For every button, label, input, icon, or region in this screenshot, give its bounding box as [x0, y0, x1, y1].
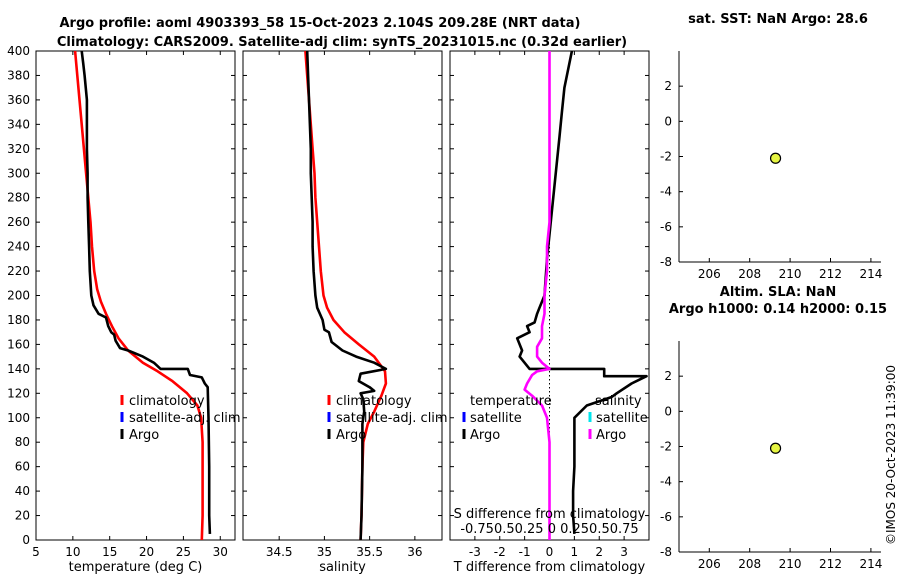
- salinity-frame: [242, 50, 443, 541]
- temperature-frame: [35, 50, 236, 541]
- temperature-ytick-label: 120: [7, 386, 30, 400]
- temperature-ytick-label: 0: [22, 533, 30, 547]
- sst-title: sat. SST: NaN Argo: 28.6: [688, 12, 868, 27]
- difference-series-t-argo: [515, 50, 648, 534]
- temperature-ytick-label: 160: [7, 337, 30, 351]
- temperature-ytick-label: 40: [15, 484, 30, 498]
- difference-xlabel: T difference from climatology: [453, 560, 646, 575]
- title-line-2: Climatology: CARS2009. Satellite-adj cli…: [57, 35, 627, 50]
- sst-ytick-label: -8: [660, 255, 672, 269]
- sla-xtick-label: 210: [779, 557, 802, 571]
- temperature-xtick-label: 10: [65, 545, 80, 559]
- difference-legend-title-salinity: salinity: [595, 394, 642, 409]
- salinity-xtick-label: 34.5: [266, 545, 293, 559]
- difference-xtick-label: -3: [469, 545, 481, 559]
- difference-legend-label: satellite: [470, 411, 522, 426]
- temperature-xtick-label: 25: [176, 545, 191, 559]
- sst-xtick-label: 208: [738, 267, 761, 281]
- sst-xtick-label: 206: [698, 267, 721, 281]
- temperature-series-argo: [80, 50, 212, 534]
- temperature-xlabel: temperature (deg C): [69, 560, 203, 575]
- temperature-ytick-label: 80: [15, 435, 30, 449]
- sst-xtick-label: 214: [859, 267, 882, 281]
- sla-xtick-label: 206: [698, 557, 721, 571]
- sla-data-point: [769, 442, 782, 454]
- temperature-ytick-label: 260: [7, 215, 30, 229]
- difference-xtick-label: 3: [620, 545, 628, 559]
- sla-title-line-2: Argo h1000: 0.14 h2000: 0.15: [669, 302, 887, 317]
- difference-xtick-label: 0: [546, 545, 554, 559]
- sla-ytick-label: -8: [660, 545, 672, 559]
- temperature-xtick-label: 20: [139, 545, 154, 559]
- temperature-xtick-label: 15: [102, 545, 117, 559]
- sst-xtick-label: 212: [819, 267, 842, 281]
- difference-legend-label: Argo: [470, 428, 500, 443]
- salinity-legend-label: climatology: [336, 394, 412, 409]
- temperature-legend-label: climatology: [129, 394, 205, 409]
- temperature-ytick-label: 300: [7, 166, 30, 180]
- temperature-xtick-label: 5: [32, 545, 40, 559]
- temperature-ytick-label: 60: [15, 460, 30, 474]
- salinity-series-argo: [305, 50, 388, 541]
- sla-xtick-label: 214: [859, 557, 882, 571]
- sla-ytick-label: 0: [664, 404, 672, 418]
- temperature-ytick-label: 280: [7, 191, 30, 205]
- difference-xtick-label: 2: [595, 545, 603, 559]
- salinity-legend-label: Argo: [336, 428, 366, 443]
- temperature-ytick-label: 240: [7, 240, 30, 254]
- difference-x2ticks: -0.750.50.25 0 0.250.50.75: [460, 522, 638, 537]
- sla-ytick-label: -4: [660, 475, 672, 489]
- temperature-ytick-label: 320: [7, 142, 30, 156]
- temperature-ytick-label: 340: [7, 117, 30, 131]
- sla-title-line-1: Altim. SLA: NaN: [720, 285, 836, 300]
- sst-ytick-label: -6: [660, 220, 672, 234]
- difference-x2label: S difference from climatology: [454, 507, 646, 522]
- difference-legend-title-temperature: temperature: [470, 394, 552, 409]
- difference-legend-label: satellite: [596, 411, 648, 426]
- sst-ytick-label: 2: [664, 79, 672, 93]
- sla-xtick-label: 208: [738, 557, 761, 571]
- temperature-ytick-label: 20: [15, 509, 30, 523]
- difference-xtick-label: 1: [571, 545, 579, 559]
- sla-ytick-label: -2: [660, 440, 672, 454]
- temperature-xtick-label: 30: [213, 545, 228, 559]
- difference-xtick-label: -2: [494, 545, 506, 559]
- sst-ytick-label: 0: [664, 114, 672, 128]
- sst-ytick-label: -2: [660, 150, 672, 164]
- salinity-xtick-label: 35.5: [356, 545, 383, 559]
- salinity-xlabel: salinity: [319, 560, 366, 575]
- sla-ytick-label: -6: [660, 510, 672, 524]
- temperature-legend-label: satellite-adj. clim: [129, 411, 241, 426]
- salinity-xtick-label: 36: [407, 545, 422, 559]
- temperature-ytick-label: 400: [7, 44, 30, 58]
- salinity-series-climatology: [304, 50, 388, 541]
- temperature-series-climatology: [73, 50, 204, 541]
- temperature-ytick-label: 140: [7, 362, 30, 376]
- sst-xtick-label: 210: [779, 267, 802, 281]
- timestamp-stamp: ©IMOS 20-Oct-2023 11:39:00: [884, 365, 898, 545]
- sla-ytick-label: 2: [664, 369, 672, 383]
- sla-xtick-label: 212: [819, 557, 842, 571]
- salinity-xtick-label: 35: [317, 545, 332, 559]
- title-line-1: Argo profile: aoml 4903393_58 15-Oct-202…: [60, 16, 581, 31]
- temperature-ytick-label: 360: [7, 93, 30, 107]
- temperature-ytick-label: 200: [7, 289, 30, 303]
- temperature-ytick-label: 220: [7, 264, 30, 278]
- temperature-legend-label: Argo: [129, 428, 159, 443]
- difference-legend-label: Argo: [596, 428, 626, 443]
- temperature-ytick-label: 100: [7, 411, 30, 425]
- difference-xtick-label: -1: [519, 545, 531, 559]
- difference-series-s-argo: [523, 51, 551, 540]
- sst-data-point: [769, 152, 782, 164]
- salinity-legend-label: satellite-adj. clim: [336, 411, 448, 426]
- sst-ytick-label: -4: [660, 185, 672, 199]
- temperature-ytick-label: 180: [7, 313, 30, 327]
- temperature-ytick-label: 380: [7, 68, 30, 82]
